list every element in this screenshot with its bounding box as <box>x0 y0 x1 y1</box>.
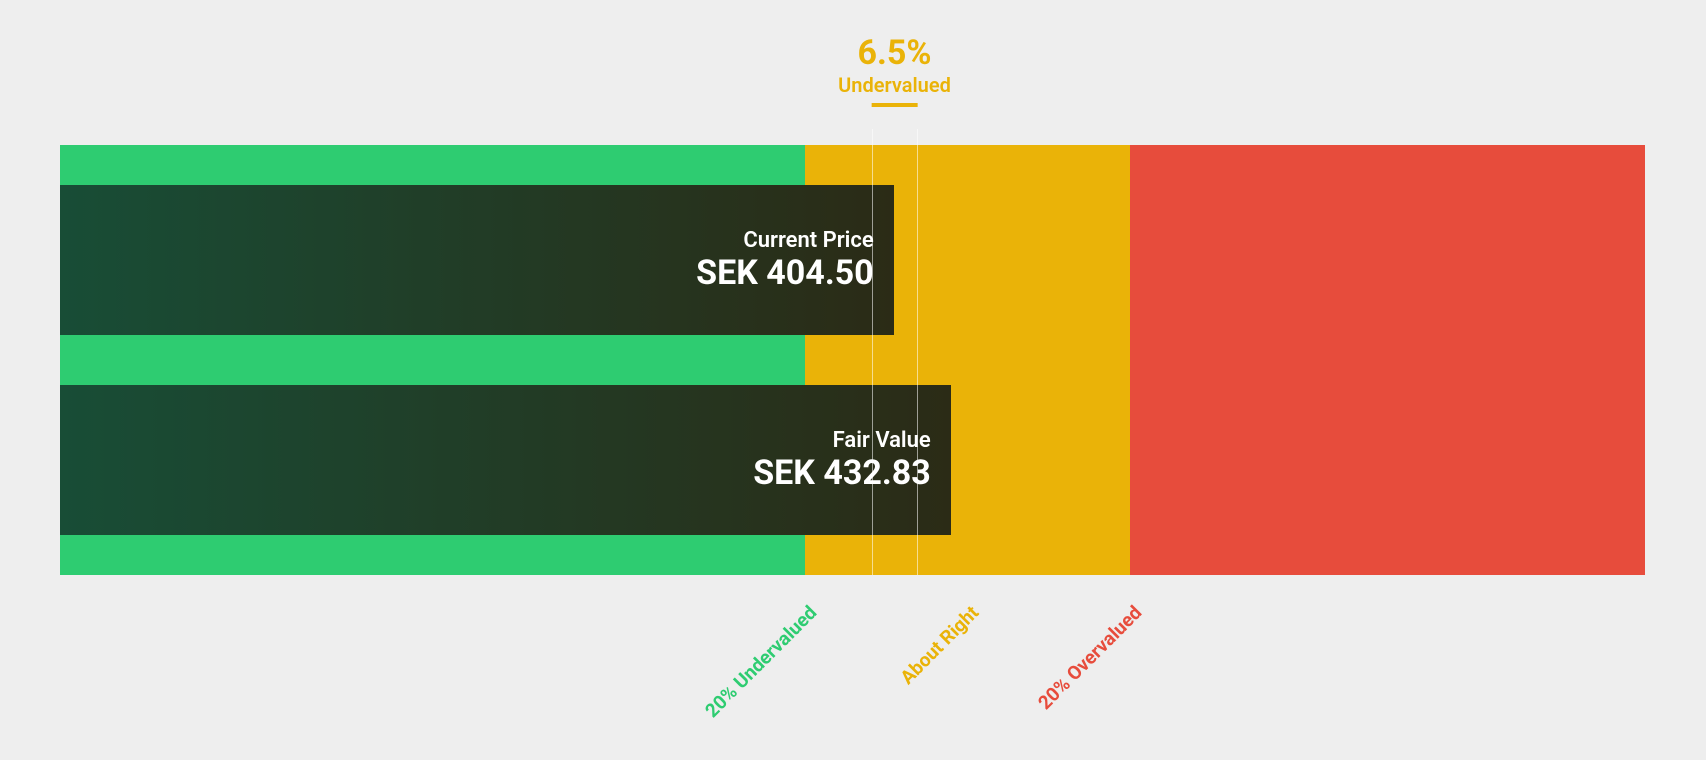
valuation-callout: 6.5% Undervalued <box>838 33 951 107</box>
axis-label: About Right <box>896 601 984 689</box>
pointer-line-left <box>872 129 873 575</box>
band-overvalued <box>1130 145 1645 575</box>
bar-label-current_price: Current Price <box>696 228 874 253</box>
bar-value-fair_value: SEK 432.83 <box>753 453 931 493</box>
callout-percent: 6.5% <box>838 33 951 73</box>
bar-current_price: Current PriceSEK 404.50 <box>60 185 894 335</box>
callout-status: Undervalued <box>838 73 951 97</box>
axis-label: 20% Undervalued <box>700 601 821 722</box>
valuation-chart: 6.5% Undervalued Current PriceSEK 404.50… <box>60 145 1645 575</box>
axis-label: 20% Overvalued <box>1033 601 1146 714</box>
bar-fair_value: Fair ValueSEK 432.83 <box>60 385 951 535</box>
callout-tick <box>871 103 917 107</box>
pointer-line-right <box>917 129 918 575</box>
bar-label-fair_value: Fair Value <box>753 428 931 453</box>
bar-value-current_price: SEK 404.50 <box>696 253 874 293</box>
